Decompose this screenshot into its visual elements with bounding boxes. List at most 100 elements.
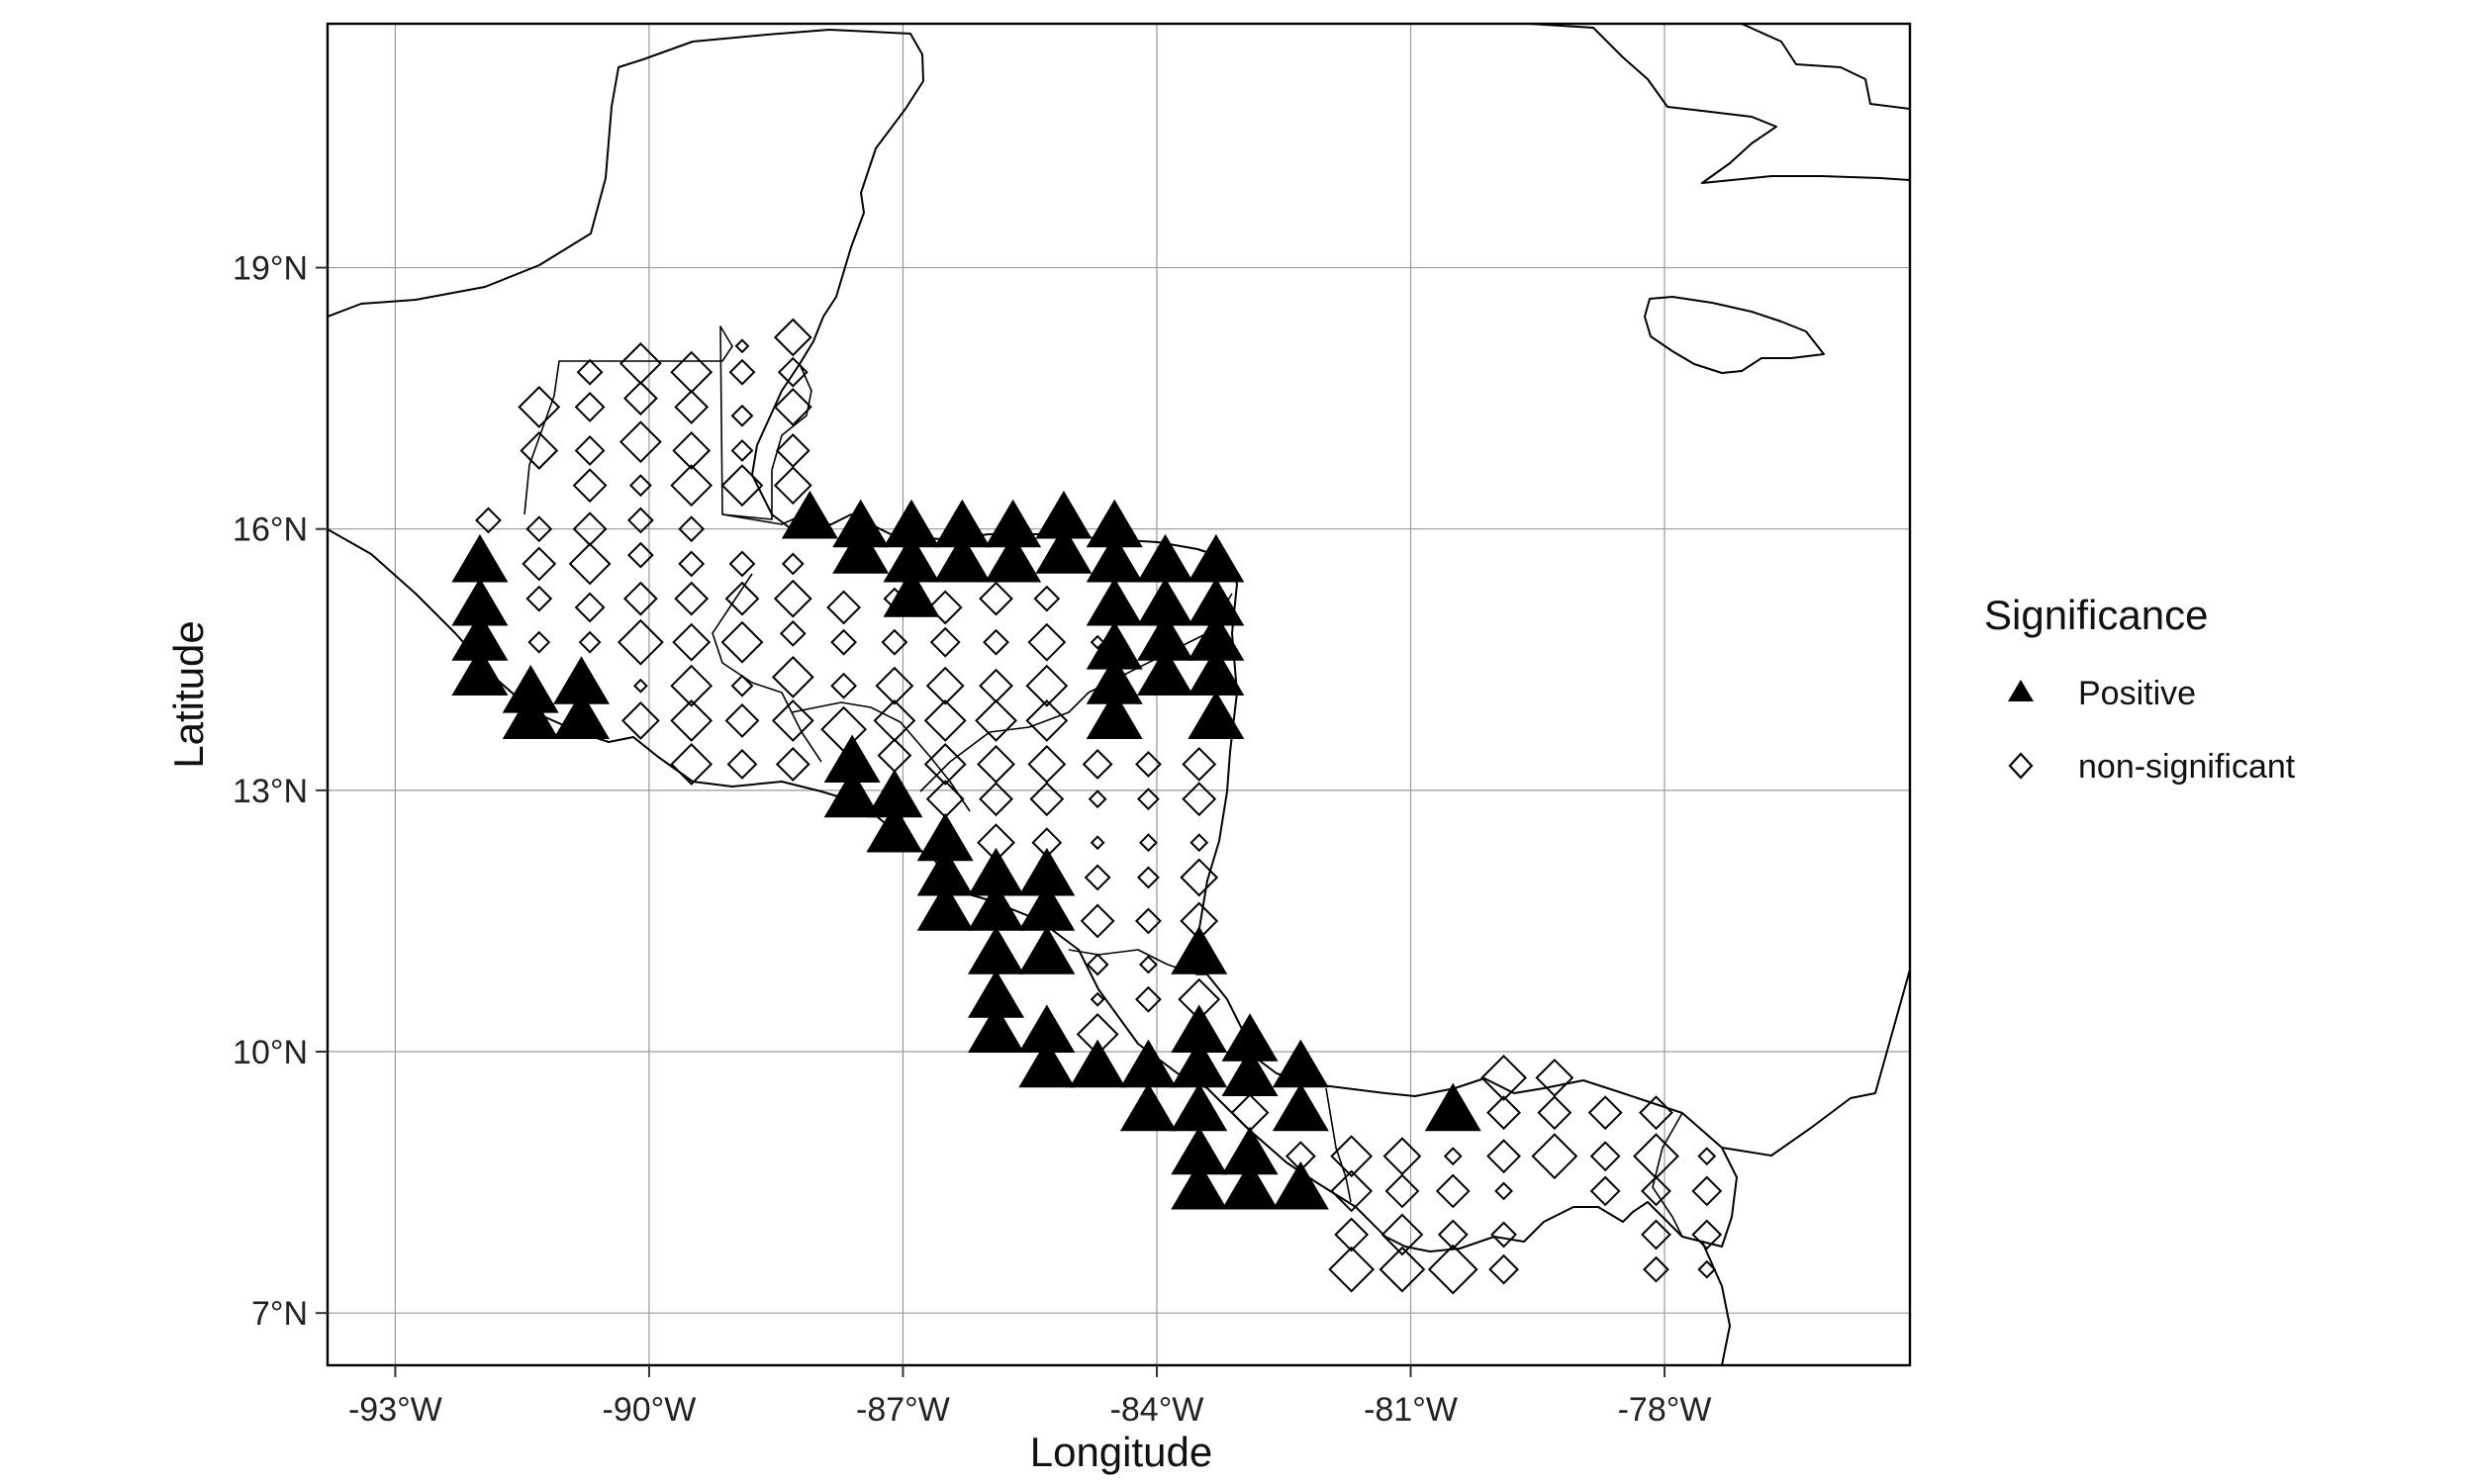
y-tick-label: 16°N — [233, 511, 308, 549]
non-significant-diamond-marker — [1334, 1217, 1370, 1252]
positive-triangle-marker — [968, 970, 1025, 1018]
positive-triangle-marker — [451, 647, 509, 696]
non-significant-diamond-marker — [578, 630, 602, 654]
non-significant-diamond-marker — [773, 318, 812, 357]
non-significant-diamond-marker — [720, 464, 764, 508]
border-guatemala-honduras — [712, 573, 822, 763]
non-significant-diamond-marker — [775, 747, 810, 782]
coastline-colombia — [1701, 1147, 1738, 1248]
non-significant-diamond-marker — [826, 590, 862, 625]
positive-triangle-marker — [1272, 1082, 1329, 1132]
positive-triangle-marker — [1086, 577, 1143, 626]
non-significant-diamond-marker — [1180, 858, 1219, 897]
non-significant-diamond-marker — [883, 587, 906, 610]
non-significant-diamond-marker — [1076, 1012, 1119, 1056]
non-significant-diamond-marker — [1384, 1173, 1420, 1209]
non-significant-diamond-marker — [1330, 1135, 1374, 1178]
non-significant-diamond-marker — [525, 585, 553, 612]
non-significant-diamond-marker — [1029, 782, 1065, 817]
positive-triangle-marker — [968, 926, 1025, 974]
non-significant-diamond-marker — [1691, 1175, 1723, 1207]
non-significant-diamond-marker — [670, 743, 714, 786]
positive-triangle-marker — [968, 882, 1025, 931]
positive-triangle-marker — [916, 882, 974, 931]
non-significant-diamond-marker — [1328, 1246, 1376, 1293]
non-significant-diamond-marker — [527, 630, 551, 654]
legend-item-non-significant: non-significant — [2078, 748, 2296, 786]
x-tick-label: -90°W — [603, 1391, 697, 1429]
non-significant-diamond-marker — [779, 619, 807, 647]
non-significant-diamond-marker — [1639, 1095, 1673, 1131]
non-significant-diamond-marker — [1090, 991, 1105, 1007]
positive-triangle-marker — [1018, 1039, 1076, 1088]
non-significant-diamond-marker — [518, 386, 561, 428]
non-significant-diamond-marker — [620, 701, 660, 740]
non-significant-diamond-marker — [1033, 585, 1061, 612]
non-significant-diamond-marker — [1641, 1175, 1671, 1207]
x-axis-title: Longitude — [1030, 1429, 1213, 1475]
basemap — [328, 24, 1910, 1365]
non-significant-diamond-marker — [1691, 1219, 1723, 1251]
non-significant-diamond-marker — [670, 464, 714, 508]
positive-triangle-marker — [1188, 612, 1245, 661]
non-significant-diamond-marker — [1025, 699, 1069, 742]
non-significant-diamond-marker — [875, 666, 914, 705]
non-significant-diamond-marker — [877, 738, 912, 774]
positive-triangle-marker — [1137, 533, 1194, 583]
non-significant-diamond-marker — [1641, 1219, 1671, 1251]
positive-triangle-marker — [968, 1004, 1025, 1054]
non-significant-diamond-marker — [1137, 788, 1160, 811]
non-significant-diamond-marker — [1435, 1173, 1471, 1209]
y-axis-title: Latitude — [165, 620, 212, 768]
positive-triangle-marker — [1018, 1004, 1076, 1054]
non-significant-diamond-marker — [626, 507, 654, 534]
positive-triangle-marker — [1119, 1039, 1177, 1088]
y-tick-label: 19°N — [233, 250, 308, 288]
x-tick-label: -84°W — [1110, 1391, 1204, 1429]
non-significant-diamond-marker — [724, 581, 760, 616]
non-significant-diamond-marker — [1480, 1055, 1527, 1101]
non-significant-diamond-marker — [1031, 827, 1063, 859]
x-tick-label: -78°W — [1618, 1391, 1712, 1429]
non-significant-diamond-marker — [1137, 866, 1160, 889]
non-significant-diamond-marker — [1182, 747, 1217, 782]
non-significant-diamond-marker — [1486, 1139, 1521, 1174]
positive-triangle-marker — [1119, 1082, 1177, 1132]
non-significant-diamond-marker — [678, 515, 706, 543]
positive-triangle-marker — [1171, 1039, 1228, 1088]
non-significant-diamond-marker — [929, 626, 961, 658]
non-significant-diamond-marker — [1587, 1095, 1623, 1131]
non-significant-diamond-marker — [1490, 1221, 1517, 1249]
positive-triangle-marker — [823, 769, 881, 818]
non-significant-diamond-marker — [678, 550, 706, 578]
non-significant-diamond-marker — [781, 552, 805, 576]
non-significant-diamond-marker — [720, 620, 764, 664]
non-significant-diamond-marker — [1537, 1095, 1572, 1131]
coastline-cuba-east — [1741, 24, 1910, 110]
non-significant-diamond-marker — [1531, 1133, 1578, 1180]
non-significant-diamond-marker — [923, 743, 967, 786]
non-significant-diamond-marker — [1380, 1213, 1424, 1256]
positive-triangle-marker — [832, 499, 890, 548]
border-costarica-panama — [1325, 1087, 1352, 1203]
non-significant-diamond-marker — [672, 431, 712, 470]
positive-triangle-marker — [1069, 1039, 1126, 1088]
positive-triangle-marker — [1272, 1160, 1329, 1210]
non-significant-diamond-marker — [1090, 634, 1105, 650]
non-significant-diamond-marker — [475, 507, 502, 534]
non-significant-diamond-marker — [572, 468, 608, 504]
positive-triangle-marker — [866, 803, 923, 853]
non-significant-diamond-marker — [1090, 835, 1105, 851]
non-significant-diamond-marker — [522, 546, 557, 582]
positive-triangle-marker — [985, 533, 1042, 583]
non-significant-diamond-marker — [977, 823, 1015, 863]
non-significant-diamond-marker — [979, 782, 1013, 817]
positive-triangle-marker — [1086, 499, 1143, 548]
non-significant-diamond-marker — [674, 390, 710, 424]
non-significant-diamond-marker — [730, 439, 754, 462]
positive-triangle-marker — [866, 769, 923, 818]
non-significant-diamond-marker — [1086, 953, 1109, 976]
non-significant-diamond-marker — [975, 699, 1017, 742]
positive-triangle-marker — [1188, 647, 1245, 696]
non-significant-diamond-marker — [1189, 833, 1209, 853]
